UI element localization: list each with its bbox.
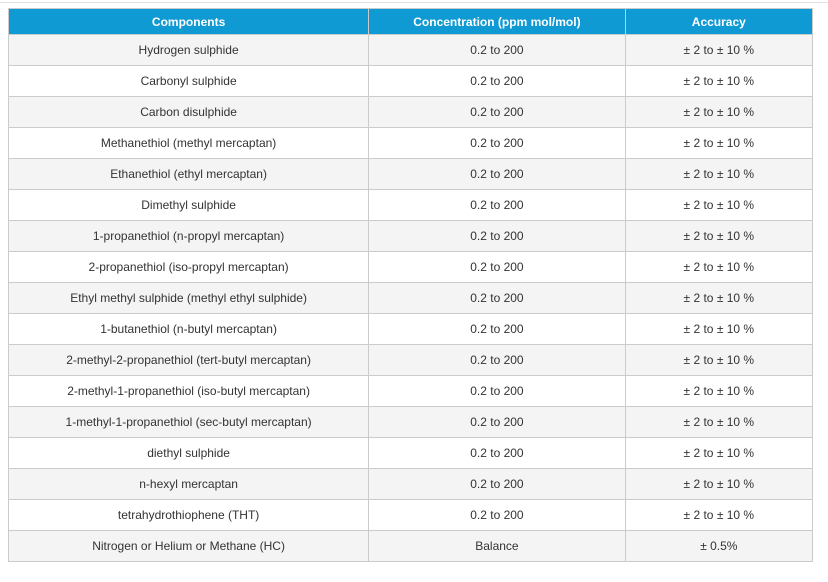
accuracy-cell: ± 2 to ± 10 % [624, 251, 814, 283]
accuracy-cell: ± 2 to ± 10 % [624, 189, 814, 221]
accuracy-cell: ± 2 to ± 10 % [624, 34, 814, 66]
concentration-cell: 0.2 to 200 [368, 189, 626, 221]
table-row: 1-methyl-1-propanethiol (sec-butyl merca… [7, 406, 814, 438]
accuracy-cell: ± 0.5% [624, 530, 814, 562]
header-row: Components Concentration (ppm mol/mol) A… [7, 8, 814, 35]
component-cell: n-hexyl mercaptan [7, 468, 370, 500]
accuracy-cell: ± 2 to ± 10 % [624, 468, 814, 500]
accuracy-cell: ± 2 to ± 10 % [624, 127, 814, 159]
concentration-cell: Balance [368, 530, 626, 562]
concentration-cell: 0.2 to 200 [368, 251, 626, 283]
table-row: Carbon disulphide 0.2 to 200 ± 2 to ± 10 % [7, 96, 814, 128]
accuracy-cell: ± 2 to ± 10 % [624, 96, 814, 128]
component-cell: tetrahydrothiophene (THT) [7, 499, 370, 531]
accuracy-cell: ± 2 to ± 10 % [624, 313, 814, 345]
component-cell: 2-methyl-1-propanethiol (iso-butyl merca… [7, 375, 370, 407]
component-cell: 2-propanethiol (iso-propyl mercaptan) [7, 251, 370, 283]
table-row: Dimethyl sulphide 0.2 to 200 ± 2 to ± 10 % [7, 189, 814, 221]
accuracy-cell: ± 2 to ± 10 % [624, 375, 814, 407]
component-cell: 1-propanethiol (n-propyl mercaptan) [7, 220, 370, 252]
component-cell: Ethanethiol (ethyl mercaptan) [7, 158, 370, 190]
accuracy-cell: ± 2 to ± 10 % [624, 65, 814, 97]
concentration-cell: 0.2 to 200 [368, 313, 626, 345]
table-row: diethyl sulphide 0.2 to 200 ± 2 to ± 10 % [7, 437, 814, 469]
concentration-cell: 0.2 to 200 [368, 437, 626, 469]
table-body: Hydrogen sulphide 0.2 to 200 ± 2 to ± 10 %… [7, 34, 814, 562]
concentration-cell: 0.2 to 200 [368, 282, 626, 314]
table-row: Ethyl methyl sulphide (methyl ethyl sulp… [7, 282, 814, 314]
concentration-cell: 0.2 to 200 [368, 220, 626, 252]
components-spec-table: Components Concentration (ppm mol/mol) A… [7, 8, 814, 562]
header-components: Components [7, 8, 370, 35]
component-cell: diethyl sulphide [7, 437, 370, 469]
concentration-cell: 0.2 to 200 [368, 65, 626, 97]
accuracy-cell: ± 2 to ± 10 % [624, 282, 814, 314]
table-row: Nitrogen or Helium or Methane (HC) Balanc… [7, 530, 814, 562]
concentration-cell: 0.2 to 200 [368, 158, 626, 190]
table-row: Ethanethiol (ethyl mercaptan) 0.2 to 200 ±… [7, 158, 814, 190]
concentration-cell: 0.2 to 200 [368, 34, 626, 66]
concentration-cell: 0.2 to 200 [368, 468, 626, 500]
component-cell: Ethyl methyl sulphide (methyl ethyl sulp… [7, 282, 370, 314]
table-row: 2-methyl-2-propanethiol (tert-butyl merc… [7, 344, 814, 376]
component-cell: Nitrogen or Helium or Methane (HC) [7, 530, 370, 562]
table-row: 1-butanethiol (n-butyl mercaptan) 0.2 to … [7, 313, 814, 345]
accuracy-cell: ± 2 to ± 10 % [624, 344, 814, 376]
component-cell: Carbon disulphide [7, 96, 370, 128]
table-row: n-hexyl mercaptan 0.2 to 200 ± 2 to ± 10 % [7, 468, 814, 500]
component-cell: Methanethiol (methyl mercaptan) [7, 127, 370, 159]
accuracy-cell: ± 2 to ± 10 % [624, 499, 814, 531]
concentration-cell: 0.2 to 200 [368, 375, 626, 407]
concentration-cell: 0.2 to 200 [368, 96, 626, 128]
header-concentration: Concentration (ppm mol/mol) [368, 8, 626, 35]
component-cell: Dimethyl sulphide [7, 189, 370, 221]
concentration-cell: 0.2 to 200 [368, 127, 626, 159]
component-cell: 1-methyl-1-propanethiol (sec-butyl merca… [7, 406, 370, 438]
table-header: Components Concentration (ppm mol/mol) A… [7, 8, 814, 35]
table-row: 2-propanethiol (iso-propyl mercaptan) 0.2… [7, 251, 814, 283]
table-row: Carbonyl sulphide 0.2 to 200 ± 2 to ± 10 % [7, 65, 814, 97]
concentration-cell: 0.2 to 200 [368, 344, 626, 376]
top-divider [0, 2, 828, 3]
table-row: tetrahydrothiophene (THT) 0.2 to 200 ± 2 t… [7, 499, 814, 531]
component-cell: Carbonyl sulphide [7, 65, 370, 97]
component-cell: Hydrogen sulphide [7, 34, 370, 66]
concentration-cell: 0.2 to 200 [368, 499, 626, 531]
concentration-cell: 0.2 to 200 [368, 406, 626, 438]
accuracy-cell: ± 2 to ± 10 % [624, 437, 814, 469]
accuracy-cell: ± 2 to ± 10 % [624, 406, 814, 438]
table-row: Hydrogen sulphide 0.2 to 200 ± 2 to ± 10 % [7, 34, 814, 66]
table-row: Methanethiol (methyl mercaptan) 0.2 to 20… [7, 127, 814, 159]
table-row: 2-methyl-1-propanethiol (iso-butyl merca… [7, 375, 814, 407]
component-cell: 1-butanethiol (n-butyl mercaptan) [7, 313, 370, 345]
table-row: 1-propanethiol (n-propyl mercaptan) 0.2 t… [7, 220, 814, 252]
component-cell: 2-methyl-2-propanethiol (tert-butyl merc… [7, 344, 370, 376]
accuracy-cell: ± 2 to ± 10 % [624, 158, 814, 190]
header-accuracy: Accuracy [624, 8, 814, 35]
accuracy-cell: ± 2 to ± 10 % [624, 220, 814, 252]
